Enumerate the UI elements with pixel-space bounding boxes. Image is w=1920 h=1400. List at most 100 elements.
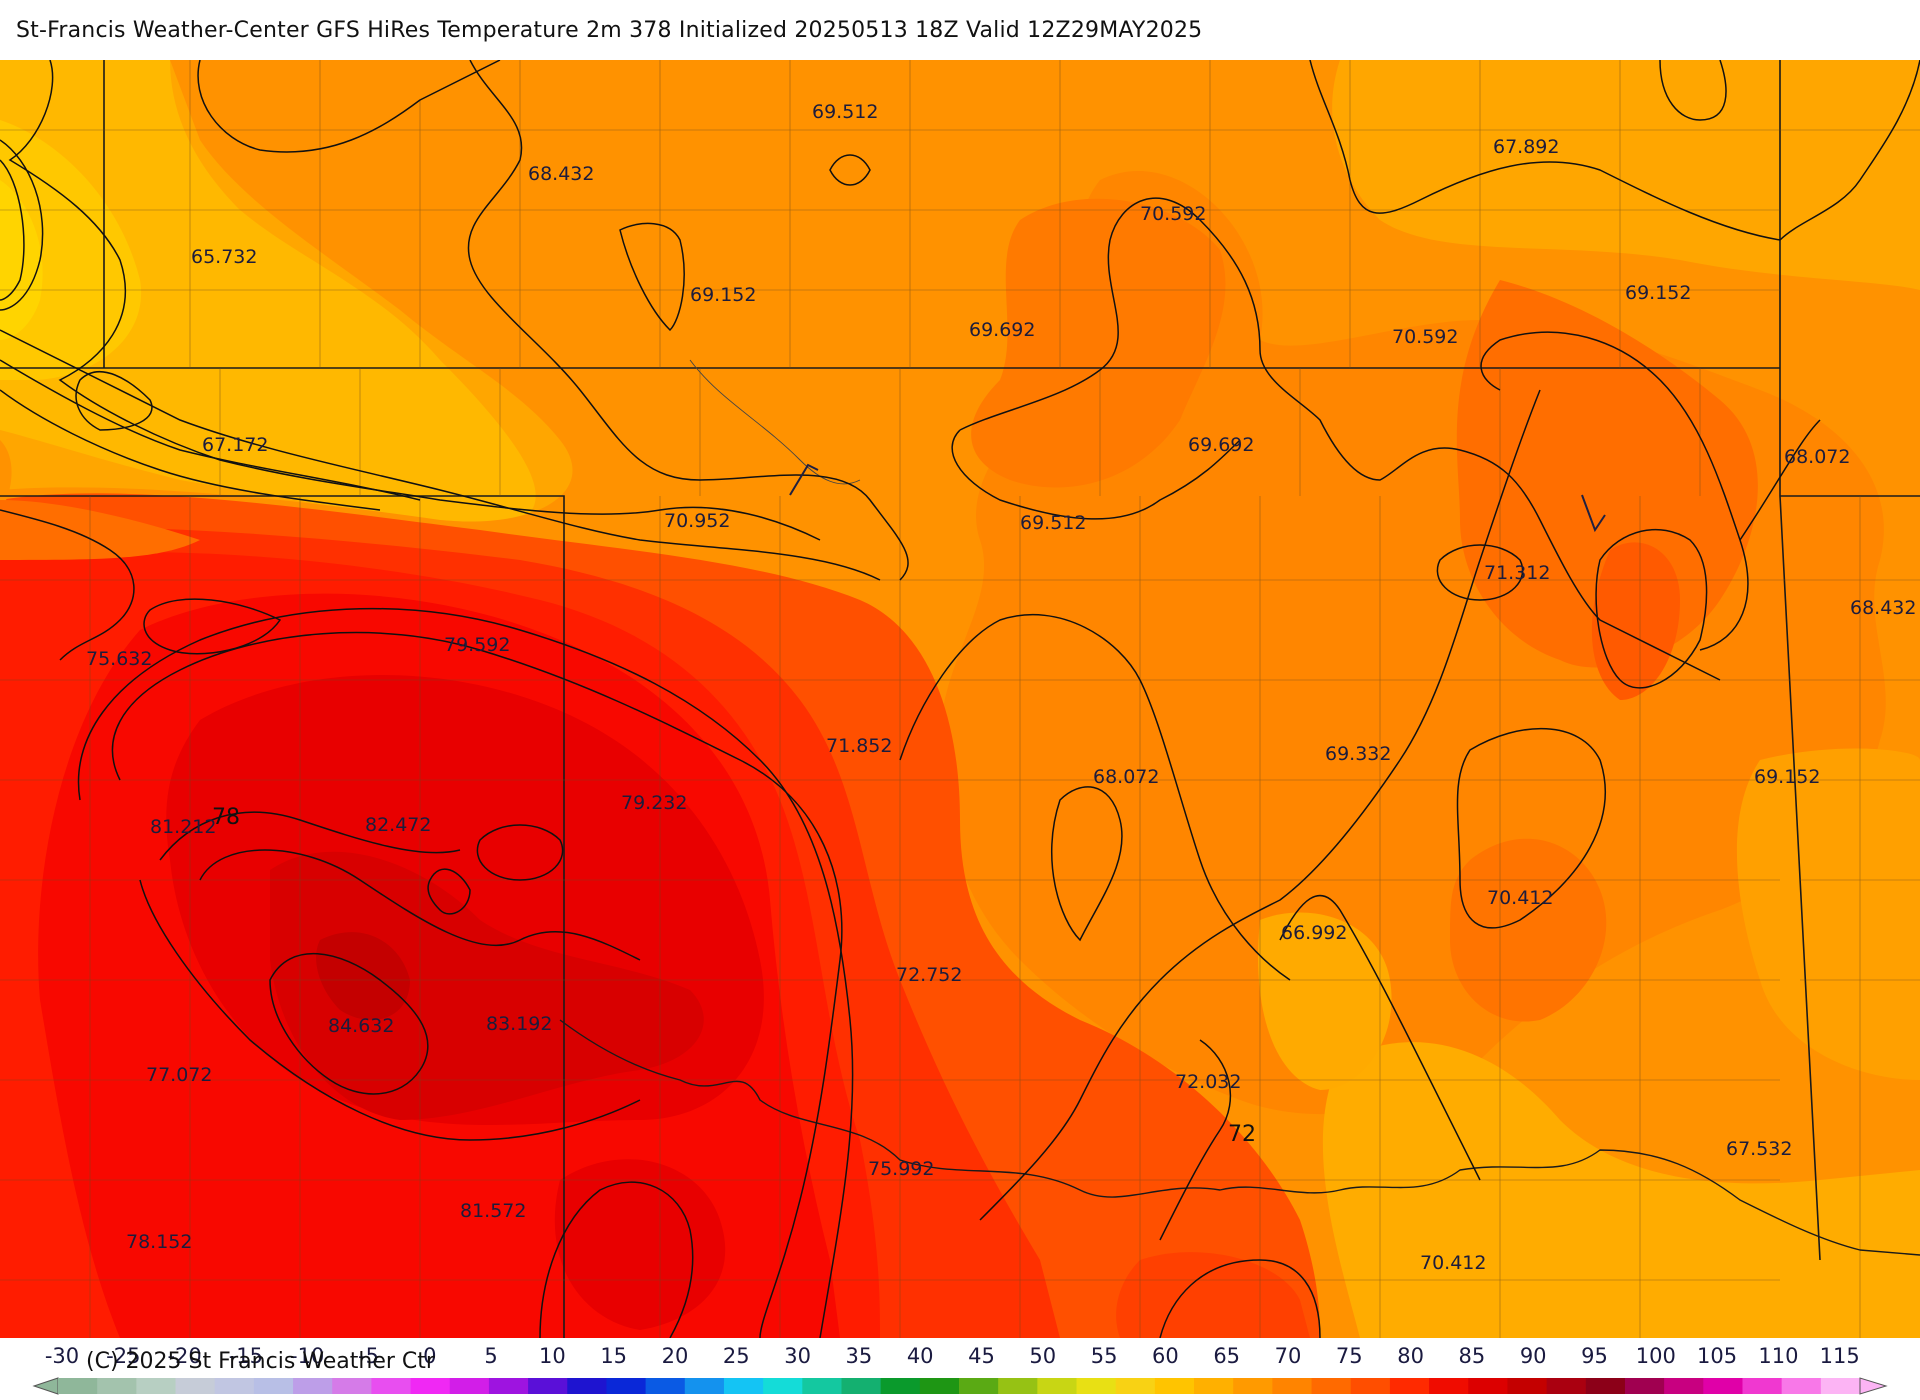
region-east-cool <box>1736 748 1920 1080</box>
temp-label: 78.152 <box>126 1231 192 1253</box>
region-south-extra <box>554 1159 726 1330</box>
temp-label: 68.072 <box>1784 446 1850 468</box>
temperature-labels: 69.512 68.432 67.892 65.732 69.152 70.59… <box>86 101 1916 1274</box>
colorbar-tick-label: -25 <box>106 1344 141 1368</box>
contour-label: 78 <box>212 805 240 830</box>
colorbar-strip <box>32 1377 1888 1395</box>
contour-labels: 78 72 <box>212 805 1256 1147</box>
region-northwest-warm <box>0 440 12 510</box>
temp-label: 72.752 <box>896 964 962 986</box>
colorbar-tick-label: 105 <box>1697 1344 1738 1368</box>
region-southeast-cool <box>1322 1042 1920 1338</box>
colorbar-swatch <box>1429 1378 1469 1394</box>
river <box>559 1019 1920 1256</box>
colorbar-swatch <box>1585 1378 1626 1394</box>
colorbar-swatch <box>528 1378 568 1394</box>
colorbar-swatch <box>332 1378 372 1394</box>
region-south-center <box>1116 1252 1310 1338</box>
colorbar-tick-label: -15 <box>228 1344 264 1368</box>
colorbar-tick-label: -10 <box>290 1344 325 1368</box>
colorbar-swatch <box>1154 1378 1195 1394</box>
temp-label: 81.572 <box>460 1200 526 1222</box>
colorbar-swatch <box>58 1378 98 1394</box>
colorbar-tick-label: 55 <box>1090 1344 1118 1368</box>
colorbar-swatch <box>1742 1378 1783 1394</box>
temp-label: 69.152 <box>690 284 756 306</box>
colorbar-tick-label: -20 <box>167 1344 202 1368</box>
colorbar-swatch <box>214 1378 255 1394</box>
colorbar-tick-label: 45 <box>968 1344 995 1368</box>
river-north <box>689 359 861 485</box>
colorbar-swatch <box>645 1378 686 1394</box>
temp-label: 69.512 <box>1020 512 1086 534</box>
region-northwest-coolest <box>0 120 142 380</box>
colorbar-tick-label: 10 <box>539 1344 566 1368</box>
temp-label: 67.172 <box>202 434 268 456</box>
temp-label: 70.412 <box>1487 887 1553 909</box>
colorbar-swatch <box>1624 1378 1665 1394</box>
county-lines <box>0 60 1920 1338</box>
colorbar-swatch <box>1507 1378 1548 1394</box>
colorbar-swatch <box>1194 1378 1234 1394</box>
colorbar-swatch <box>293 1378 333 1394</box>
colorbar-tick-label: 40 <box>906 1344 934 1368</box>
region-east-hot2 <box>1450 838 1607 1022</box>
temp-label: 75.632 <box>86 648 152 670</box>
region-southwest-deep <box>270 851 704 1120</box>
colorbar: -30 -25 -20 -15 -10 -5 0 5 10 15 20 25 30 35 40 45 50 55 6… <box>0 1338 1920 1400</box>
colorbar-tick-label: 0 <box>423 1344 437 1368</box>
colorbar-swatch <box>488 1378 529 1394</box>
colorbar-swatch <box>841 1378 882 1394</box>
colorbar-swatch <box>253 1378 294 1394</box>
colorbar-swatch <box>449 1378 490 1394</box>
temp-label: 79.592 <box>444 634 510 656</box>
copyright-text: (C) 2025 St Francis Weather Ctr <box>86 1349 435 1374</box>
temp-label: 65.732 <box>191 246 257 268</box>
temp-label: 70.952 <box>664 510 730 532</box>
temp-label: 69.332 <box>1325 743 1391 765</box>
temp-label: 82.472 <box>365 814 431 836</box>
colorbar-tick-label: 50 <box>1029 1344 1057 1368</box>
colorbar-swatch <box>136 1378 177 1394</box>
temp-label: 68.072 <box>1093 766 1159 788</box>
colorbar-swatch <box>959 1378 999 1394</box>
colorbar-swatch <box>723 1378 764 1394</box>
colorbar-tick-label: 30 <box>784 1344 811 1368</box>
colorbar-swatch <box>802 1378 842 1394</box>
map-title: St-Francis Weather-Center GFS HiRes Temp… <box>16 18 1203 43</box>
colorbar-swatch <box>1076 1378 1117 1394</box>
colorbar-swatch <box>880 1378 921 1394</box>
colorbar-left-arrow <box>32 1377 59 1395</box>
colorbar-swatch <box>1233 1378 1273 1394</box>
colorbar-tick-label: 85 <box>1458 1344 1486 1368</box>
temp-label: 69.512 <box>812 101 878 123</box>
colorbar-swatch <box>97 1378 137 1394</box>
temp-label: 69.692 <box>1188 434 1254 456</box>
temp-label: 69.152 <box>1625 282 1691 304</box>
colorbar-swatch <box>1820 1378 1861 1394</box>
colorbar-swatch <box>1546 1378 1587 1394</box>
region-northwest-core <box>0 180 43 340</box>
colorbar-tick-label: 65 <box>1213 1344 1241 1368</box>
colorbar-tick-label: 95 <box>1581 1344 1608 1368</box>
colorbar-tick-label: -30 <box>44 1344 80 1368</box>
colorbar-swatch <box>1389 1378 1430 1394</box>
temp-label: 68.432 <box>528 163 594 185</box>
region-northwest-cool <box>0 60 536 522</box>
temp-label: 81.212 <box>150 816 216 838</box>
state-boundaries <box>0 60 1920 1338</box>
colorbar-ticks: -30 -25 -20 -15 -10 -5 0 5 10 15 20 25 30 35 40 45 50 55 6… <box>0 1344 1920 1374</box>
temp-label: 70.412 <box>1420 1252 1486 1274</box>
colorbar-tick-label: 20 <box>661 1344 689 1368</box>
temp-label: 75.992 <box>868 1158 934 1180</box>
colorbar-swatch <box>1781 1378 1822 1394</box>
temp-label: 67.892 <box>1493 136 1559 158</box>
temp-label: 71.852 <box>826 735 892 757</box>
colorbar-swatch <box>1037 1378 1078 1394</box>
temp-label: 70.592 <box>1140 203 1206 225</box>
temp-label: 84.632 <box>328 1015 394 1037</box>
temperature-map[interactable]: 69.512 68.432 67.892 65.732 69.152 70.59… <box>0 60 1920 1338</box>
colorbar-swatch <box>1311 1378 1352 1394</box>
colorbar-swatch <box>1272 1378 1313 1394</box>
colorbar-tick-label: 90 <box>1519 1344 1547 1368</box>
